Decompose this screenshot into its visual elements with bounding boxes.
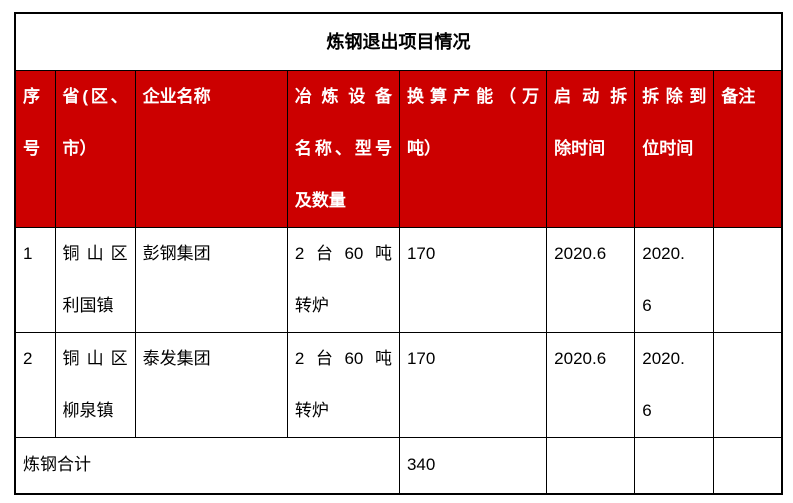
cell-region: 铜山区 利国镇 [54,227,136,333]
total-start-time [546,437,636,495]
total-remark [713,437,783,495]
cell-line: 号 [23,139,40,158]
cell-line: 2台60吨 [294,244,392,263]
cell-line: 转炉 [294,401,329,420]
header-seq: 序号 [14,70,56,228]
header-finish-time: 拆除到 位时间 [634,70,715,228]
cell-line: 6 [642,296,652,315]
cell-line: 泰发集团 [142,349,211,368]
cell-line: 170 [406,244,436,263]
cell-remark [713,332,783,438]
total-row: 炼钢合计 340 [14,437,783,495]
header-row: 序号 省(区、 市） 企业名称 冶炼设备 名称、型号 及数量 换算产能（万 吨） 启动拆… [14,70,783,228]
cell-line: 位时间 [642,139,694,158]
cell-line: 2020.6 [554,244,607,263]
cell-start-time: 2020.6 [546,227,636,333]
cell-line: 铜山区 [62,349,128,368]
cell-line: 2020.6 [554,349,607,368]
cell-finish-time: 2020. 6 [634,332,715,438]
table-row: 2 铜山区 柳泉镇 泰发集团 2台60吨 转炉 170 2020.6 2020. 6 [14,332,783,438]
cell-line: 及数量 [294,191,346,210]
cell-line: 启动拆 [554,87,628,106]
cell-seq: 2 [14,332,56,438]
cell-line: 转炉 [294,296,329,315]
cell-start-time: 2020.6 [546,332,636,438]
cell-line: 备注 [721,87,756,106]
cell-line: 6 [642,401,652,420]
cell-line: 换算产能（万 [406,87,540,106]
cell-seq: 1 [14,227,56,333]
cell-line: 2020. [642,244,685,263]
cell-region: 铜山区 柳泉镇 [54,332,136,438]
cell-line: 企业名称 [142,87,211,106]
cell-line: 拆除到 [642,87,707,106]
cell-line: 名称、型号 [294,139,392,158]
cell-line: 序 [23,87,40,106]
cell-line: 2 [23,349,33,368]
header-region: 省(区、市） [54,70,136,228]
cell-line: 彭钢集团 [142,244,211,263]
cell-line: 市） [62,139,97,158]
cell-line: 省(区、 [62,87,128,106]
cell-capacity: 170 [398,227,548,333]
header-remark: 备注 [713,70,783,228]
table-title: 炼钢退出项目情况 [14,12,783,71]
cell-line: 柳泉镇 [62,401,114,420]
header-start-time: 启动拆 除时间 [546,70,636,228]
cell-line: 吨） [406,139,441,158]
cell-line: 利国镇 [62,296,114,315]
header-company: 企业名称 [134,70,288,228]
cell-remark [713,227,783,333]
cell-company: 泰发集团 [134,332,288,438]
cell-line: 2台60吨 [294,349,392,368]
cell-line: 冶炼设备 [294,87,392,106]
cell-finish-time: 2020. 6 [634,227,715,333]
cell-equipment: 2台60吨转炉 [286,332,400,438]
cell-line: 除时间 [554,139,606,158]
total-capacity: 340 [398,437,548,495]
cell-line: 170 [406,349,436,368]
cell-line: 1 [23,244,33,263]
cell-line: 2020. [642,349,685,368]
title-row: 炼钢退出项目情况 [14,12,783,71]
cell-equipment: 2台60吨转炉 [286,227,400,333]
cell-company: 彭钢集团 [134,227,288,333]
table-row: 1 铜山区 利国镇 彭钢集团 2台60吨 转炉 170 2020.6 2020. 6 [14,227,783,333]
cell-line: 铜山区 [62,244,128,263]
steel-exit-project-table: 炼钢退出项目情况 序号 省(区、 市） 企业名称 冶炼设备 名称、型号 及数量 换算产… [14,12,783,495]
total-label: 炼钢合计 [14,437,400,495]
header-equipment: 冶炼设备名称、型号及数量 [286,70,400,228]
total-finish-time [634,437,715,495]
cell-capacity: 170 [398,332,548,438]
header-capacity: 换算产能（万 吨） [398,70,548,228]
